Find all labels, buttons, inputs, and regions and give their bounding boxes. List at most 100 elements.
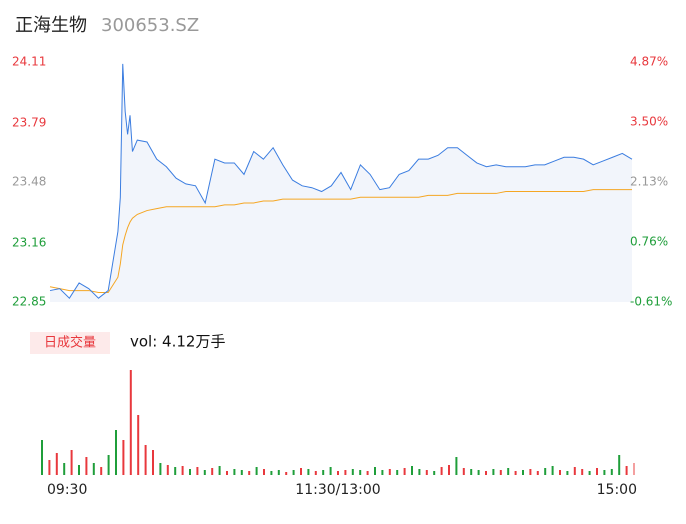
volume-bar xyxy=(218,466,221,475)
volume-bar xyxy=(485,471,487,475)
y-tick-label: 23.48 xyxy=(12,175,46,189)
volume-bar xyxy=(499,470,502,475)
volume-bar xyxy=(433,471,436,475)
y-tick-label: 22.85 xyxy=(12,295,46,309)
volume-bar xyxy=(181,466,184,475)
volume-bar xyxy=(307,469,310,475)
volume-bar xyxy=(137,415,140,475)
y2-tick-label: 3.50% xyxy=(630,115,668,129)
volume-bar xyxy=(270,471,273,475)
volume-bar xyxy=(41,440,43,475)
volume-bar xyxy=(470,469,473,475)
volume-bar xyxy=(189,469,191,475)
volume-bar xyxy=(115,430,117,475)
volume-bar xyxy=(477,470,480,475)
volume-bar xyxy=(366,471,369,475)
volume-bar xyxy=(581,469,584,475)
volume-bar xyxy=(507,468,510,475)
volume-bar xyxy=(322,470,325,475)
volume-bar xyxy=(374,467,376,475)
y-tick-label: 24.11 xyxy=(12,55,46,69)
y2-tick-label: -0.61% xyxy=(630,295,672,309)
volume-bar xyxy=(300,468,302,475)
volume-bar xyxy=(107,455,110,475)
volume-bar xyxy=(100,467,103,475)
volume-label: 日成交量 xyxy=(44,335,96,351)
volume-bar xyxy=(329,467,332,475)
x-tick-label: 09:30 xyxy=(47,482,87,498)
volume-bar xyxy=(596,468,598,475)
price-area xyxy=(50,63,632,303)
volume-bar xyxy=(514,471,517,475)
volume-bar xyxy=(63,463,66,475)
volume-bar xyxy=(344,470,347,475)
y2-tick-label: 0.76% xyxy=(630,235,668,249)
volume-bar xyxy=(425,470,428,475)
x-tick-label: 11:30/13:00 xyxy=(295,482,380,498)
volume-bar xyxy=(633,463,635,475)
volume-bar xyxy=(292,470,295,475)
volume-label-box xyxy=(30,332,110,354)
volume-bar xyxy=(70,450,73,475)
volume-bar xyxy=(551,466,554,475)
volume-bar xyxy=(277,470,280,475)
volume-bar xyxy=(48,460,51,475)
volume-bar xyxy=(403,468,406,475)
volume-bar xyxy=(55,453,58,475)
volume-annotation: vol: 4.12万手 xyxy=(130,333,225,351)
volume-bar xyxy=(448,465,450,475)
volume-bar xyxy=(285,472,288,475)
volume-bar xyxy=(388,469,391,475)
volume-bar xyxy=(337,471,339,475)
volume-bar xyxy=(240,470,243,475)
volume-bar xyxy=(92,463,95,475)
volume-bar xyxy=(226,471,228,475)
volume-bar xyxy=(174,467,177,475)
volume-bar xyxy=(359,470,362,475)
volume-bar xyxy=(263,469,265,475)
volume-bar xyxy=(462,468,465,475)
volume-bar xyxy=(603,470,606,475)
volume-bar xyxy=(255,467,258,475)
volume-bar xyxy=(159,463,162,475)
volume-bar xyxy=(625,466,628,475)
volume-bar xyxy=(455,457,458,475)
volume-bar xyxy=(610,469,613,475)
volume-bar xyxy=(411,466,413,475)
volume-bar xyxy=(351,469,354,475)
volume-bar xyxy=(122,440,125,475)
volume-bar xyxy=(381,470,384,475)
average-line xyxy=(49,189,632,293)
y2-tick-label: 4.87% xyxy=(630,55,668,69)
volume-bar xyxy=(440,467,443,475)
volume-bar xyxy=(536,471,539,475)
volume-bar xyxy=(166,465,169,475)
volume-bar xyxy=(544,468,547,475)
volume-bar xyxy=(78,465,80,475)
volume-bar xyxy=(418,469,421,475)
volume-bar xyxy=(144,445,147,475)
volume-bar xyxy=(522,470,524,475)
volume-bar xyxy=(573,467,576,475)
volume-bar xyxy=(196,467,199,475)
y-tick-label: 23.16 xyxy=(12,235,46,249)
volume-bar xyxy=(314,471,317,475)
volume-bar xyxy=(233,469,236,475)
chart-subtitle: 300653.SZ xyxy=(101,15,199,36)
volume-bar xyxy=(203,470,206,475)
y2-tick-label: 2.13% xyxy=(630,175,668,189)
volume-bar xyxy=(492,469,495,475)
volume-bar xyxy=(152,450,154,475)
volume-bar xyxy=(211,468,214,475)
x-tick-label: 15:00 xyxy=(597,482,637,498)
volume-bar xyxy=(85,457,88,475)
volume-bar xyxy=(529,469,532,475)
volume-bar xyxy=(129,370,132,475)
volume-bar xyxy=(618,455,621,475)
price-line xyxy=(49,63,633,299)
volume-bar xyxy=(396,470,399,475)
y-tick-label: 23.79 xyxy=(12,115,46,129)
volume-bar xyxy=(588,471,591,475)
chart-title: 正海生物 xyxy=(15,15,87,36)
